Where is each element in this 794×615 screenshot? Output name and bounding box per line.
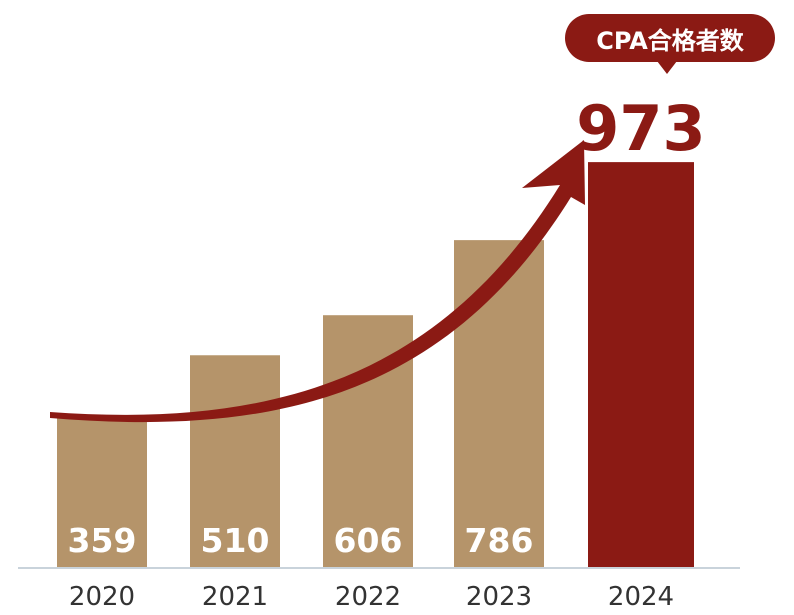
bar-2024 xyxy=(588,162,694,568)
x-tick-2024: 2024 xyxy=(608,582,674,612)
value-label-2023: 786 xyxy=(465,521,534,560)
bar-2023 xyxy=(454,240,544,568)
bar-2020 xyxy=(57,418,147,568)
x-tick-2023: 2023 xyxy=(466,582,532,612)
value-label-2024: 973 xyxy=(576,92,705,165)
x-tick-2022: 2022 xyxy=(335,582,401,612)
value-label-2022: 606 xyxy=(334,521,403,560)
x-tick-2021: 2021 xyxy=(202,582,268,612)
value-label-2020: 359 xyxy=(68,521,137,560)
labels-group: 359 510 606 786 973 xyxy=(68,92,706,560)
cpa-passers-badge: CPA合格者数 xyxy=(565,14,775,74)
value-label-2021: 510 xyxy=(201,521,270,560)
bars-group xyxy=(57,162,694,568)
bar-2021 xyxy=(190,355,280,568)
x-tick-labels: 2020 2021 2022 2023 2024 xyxy=(69,582,674,612)
x-tick-2020: 2020 xyxy=(69,582,135,612)
